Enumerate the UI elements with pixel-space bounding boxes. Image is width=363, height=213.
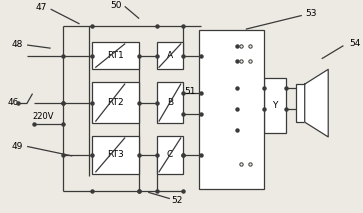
Text: C: C — [167, 150, 173, 159]
Text: 48: 48 — [12, 40, 23, 49]
Text: RT3: RT3 — [107, 150, 124, 159]
Bar — [296, 84, 305, 122]
Bar — [201, 35, 237, 187]
Polygon shape — [305, 69, 328, 137]
Text: 52: 52 — [171, 196, 183, 205]
Text: 47: 47 — [36, 3, 47, 12]
Text: 50: 50 — [110, 1, 121, 10]
Bar — [92, 82, 139, 123]
Bar — [92, 136, 139, 174]
Text: Y: Y — [272, 101, 277, 110]
Text: 53: 53 — [305, 9, 317, 19]
Bar — [157, 42, 183, 69]
Bar — [157, 82, 183, 123]
Bar — [157, 136, 183, 174]
Text: 220V: 220V — [33, 112, 54, 121]
Text: 49: 49 — [12, 142, 23, 151]
Text: 51: 51 — [184, 87, 196, 96]
Text: A: A — [167, 51, 173, 60]
Text: 54: 54 — [349, 39, 360, 49]
Bar — [92, 42, 139, 69]
Text: RT2: RT2 — [107, 98, 124, 107]
Text: RT1: RT1 — [107, 51, 124, 60]
Bar — [199, 30, 264, 189]
Text: 46: 46 — [8, 98, 19, 106]
Text: AV: AV — [200, 114, 212, 124]
Text: B: B — [167, 98, 173, 107]
Bar — [264, 78, 286, 133]
